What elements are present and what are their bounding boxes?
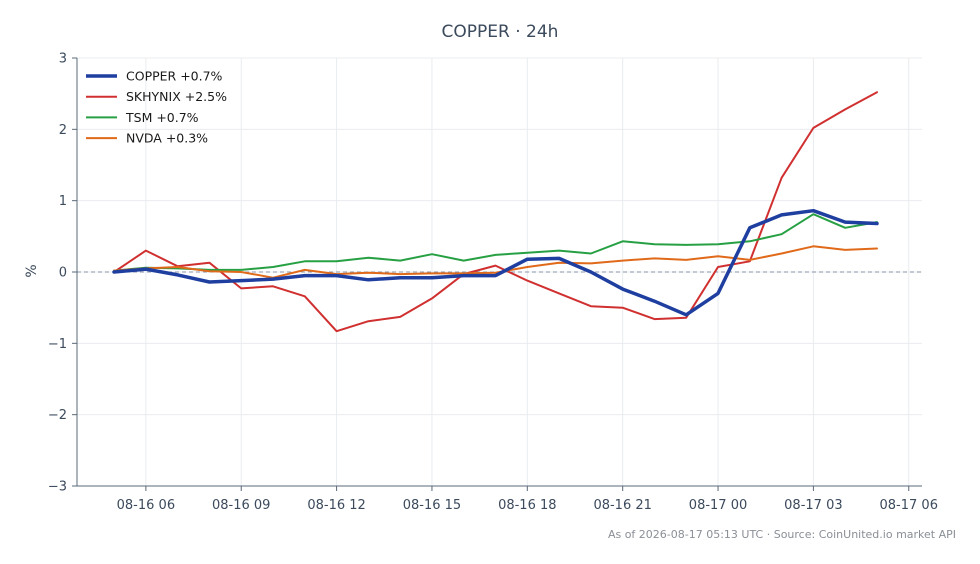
legend-label-tsm: TSM +0.7%: [125, 110, 199, 125]
y-tick-label: 2: [59, 123, 67, 138]
legend-label-copper: COPPER +0.7%: [126, 69, 223, 84]
y-tick-label: 3: [59, 52, 67, 67]
x-tick-label: 08-16 18: [498, 498, 556, 513]
x-tick-label: 08-16 06: [117, 498, 175, 513]
legend-label-nvda: NVDA +0.3%: [126, 131, 208, 146]
series-line-tsm: [113, 213, 878, 272]
x-tick-label: 08-16 15: [403, 498, 461, 513]
x-tick-label: 08-16 21: [593, 498, 651, 513]
y-axis-label: %: [24, 264, 40, 277]
x-tick-label: 08-17 06: [880, 498, 938, 513]
x-tick-label: 08-16 09: [212, 498, 270, 513]
x-tick-label: 08-16 12: [307, 498, 365, 513]
x-tick-label: 08-17 03: [784, 498, 842, 513]
series-line-nvda: [113, 245, 878, 279]
footnote: As of 2026-08-17 05:13 UTC · Source: Coi…: [608, 528, 956, 541]
axes: 08-16 06 08-16 09 08-16 12 08-16 15 08-16 18…: [48, 52, 938, 514]
legend-label-skhynix: SKHYNIX +2.5%: [126, 89, 227, 104]
y-tick-label: −3: [48, 480, 67, 495]
chart-title: COPPER · 24h: [442, 22, 559, 42]
y-tick-label: −1: [48, 337, 67, 352]
y-tick-label: 1: [59, 194, 67, 209]
legend: COPPER +0.7% SKHYNIX +2.5% TSM +0.7% NVDA +…: [86, 69, 227, 146]
series-lines: [112, 91, 879, 333]
y-tick-label: −2: [48, 408, 67, 423]
series-line-skhynix: [113, 91, 878, 333]
y-tick-label: 0: [59, 266, 67, 281]
x-tick-label: 08-17 00: [689, 498, 747, 513]
series-line-copper: [112, 208, 879, 317]
